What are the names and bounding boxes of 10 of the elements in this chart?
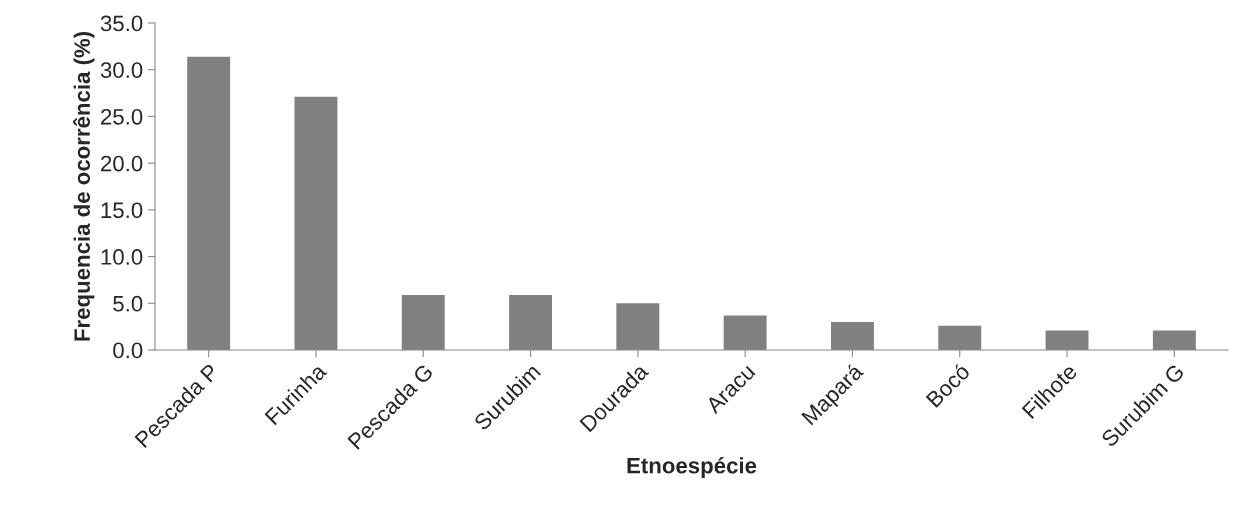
y-axis-title: Frequencia de ocorrência (%) [73, 32, 95, 341]
y-tick-label: 10.0 [101, 249, 143, 265]
y-tick-label: 0.0 [113, 342, 143, 359]
y-tick-label: 25.0 [101, 108, 143, 125]
y-tick-label: 35.0 [100, 15, 143, 32]
y-tick-label: 5.0 [113, 295, 143, 312]
y-tick-label: 20.0 [101, 155, 143, 172]
y-tick-label: 15.0 [101, 202, 143, 219]
x-axis-title: Etnoespécie [627, 456, 757, 478]
y-tick-label: 30.0 [100, 62, 143, 78]
